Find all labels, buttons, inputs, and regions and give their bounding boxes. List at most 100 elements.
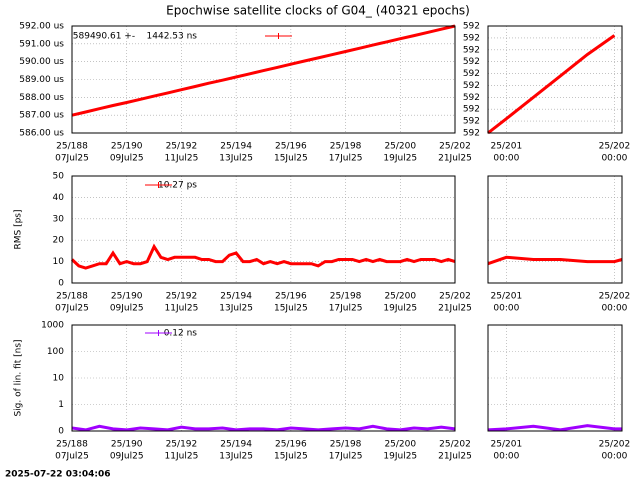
y-tick-label: 592 xyxy=(463,93,480,103)
x-tick-label: 25/198 xyxy=(330,292,362,302)
x-tick-label: 25/200 xyxy=(384,142,416,152)
data-line xyxy=(70,243,456,270)
y-tick-label: 592 xyxy=(463,57,480,67)
y-tick-label: 592 xyxy=(463,22,480,32)
x-tick-date: 09Jul25 xyxy=(110,304,144,314)
x-tick-date: 07Jul25 xyxy=(55,154,89,164)
plot-frame xyxy=(71,324,456,432)
x-tick-label: 25/190 xyxy=(111,440,143,450)
x-tick-label: 25/190 xyxy=(111,142,143,152)
x-tick-date: 00:00 xyxy=(601,154,627,164)
x-tick-label: 25/198 xyxy=(330,142,362,152)
x-tick-label: 25/194 xyxy=(220,440,252,450)
plot-frame xyxy=(487,175,623,284)
y-tick-label: 10 xyxy=(53,257,65,267)
x-tick-label: 25/194 xyxy=(220,292,252,302)
x-tick-date: 11Jul25 xyxy=(165,452,199,462)
legend-label: 589490.61 +- 1442.53 ns xyxy=(73,32,198,42)
legend-label: 10.27 ps xyxy=(158,181,197,191)
x-tick-date: 13Jul25 xyxy=(219,452,253,462)
x-tick-label: 25/198 xyxy=(330,440,362,450)
y-tick-label: 589.00 us xyxy=(19,75,64,85)
data-line xyxy=(487,424,622,432)
x-tick-date: 00:00 xyxy=(601,452,627,462)
x-tick-label: 25/202 xyxy=(599,142,631,152)
x-tick-date: 19Jul25 xyxy=(383,452,417,462)
timestamp: 2025-07-22 03:04:06 xyxy=(5,470,110,480)
x-tick-date: 19Jul25 xyxy=(383,304,417,314)
x-tick-date: 00:00 xyxy=(493,452,519,462)
x-tick-label: 25/192 xyxy=(166,142,198,152)
y-axis-label: Sig. of lin. fit [ns] xyxy=(14,339,24,416)
x-tick-date: 13Jul25 xyxy=(219,154,253,164)
x-tick-date: 00:00 xyxy=(493,304,519,314)
legend-label: 0.12 ns xyxy=(164,329,198,339)
x-tick-label: 25/202 xyxy=(439,440,471,450)
x-tick-date: 09Jul25 xyxy=(110,452,144,462)
y-tick-label: 50 xyxy=(53,172,65,182)
y-tick-label: 586.00 us xyxy=(19,129,64,139)
y-tick-label: 0 xyxy=(58,427,64,437)
x-tick-label: 25/202 xyxy=(439,142,471,152)
x-tick-label: 25/202 xyxy=(599,292,631,302)
x-tick-label: 25/188 xyxy=(56,142,88,152)
data-line xyxy=(487,255,623,266)
x-tick-date: 15Jul25 xyxy=(274,304,308,314)
y-tick-label: 592 xyxy=(463,33,480,43)
x-tick-label: 25/201 xyxy=(491,440,523,450)
x-tick-label: 25/196 xyxy=(275,142,307,152)
page-title: Epochwise satellite clocks of G04_ (4032… xyxy=(166,4,470,18)
y-tick-label: 592.00 us xyxy=(19,22,64,32)
x-tick-label: 25/200 xyxy=(384,292,416,302)
x-tick-date: 07Jul25 xyxy=(55,452,89,462)
x-tick-label: 25/188 xyxy=(56,292,88,302)
x-tick-date: 07Jul25 xyxy=(55,304,89,314)
y-tick-label: 588.00 us xyxy=(19,93,64,103)
y-tick-label: 587.00 us xyxy=(19,111,64,121)
x-tick-label: 25/196 xyxy=(275,292,307,302)
x-tick-date: 11Jul25 xyxy=(165,154,199,164)
plot-frame xyxy=(487,25,623,134)
x-tick-label: 25/188 xyxy=(56,440,88,450)
data-line xyxy=(487,34,616,135)
y-tick-label: 1000 xyxy=(41,321,64,331)
x-tick-date: 21Jul25 xyxy=(438,452,472,462)
x-tick-label: 25/201 xyxy=(491,292,523,302)
x-tick-date: 00:00 xyxy=(493,154,519,164)
x-tick-date: 09Jul25 xyxy=(110,154,144,164)
x-tick-date: 13Jul25 xyxy=(219,304,253,314)
x-tick-label: 25/200 xyxy=(384,440,416,450)
y-tick-label: 40 xyxy=(53,193,65,203)
x-tick-label: 25/192 xyxy=(166,292,198,302)
y-tick-label: 592 xyxy=(463,81,480,91)
x-tick-label: 25/192 xyxy=(166,440,198,450)
x-tick-date: 21Jul25 xyxy=(438,304,472,314)
x-tick-label: 25/196 xyxy=(275,440,307,450)
x-tick-date: 15Jul25 xyxy=(274,452,308,462)
y-tick-label: 592 xyxy=(463,117,480,127)
x-tick-date: 00:00 xyxy=(601,304,627,314)
x-tick-date: 21Jul25 xyxy=(438,154,472,164)
plot-frame xyxy=(71,175,456,284)
y-tick-label: 10 xyxy=(53,374,65,384)
x-tick-label: 25/194 xyxy=(220,142,252,152)
y-tick-label: 30 xyxy=(53,214,65,224)
x-tick-label: 25/201 xyxy=(491,142,523,152)
y-tick-label: 592 xyxy=(463,69,480,79)
y-tick-label: 591.00 us xyxy=(19,39,64,49)
x-tick-date: 19Jul25 xyxy=(383,154,417,164)
y-axis-label: RMS [ps] xyxy=(14,209,24,249)
y-tick-label: 1 xyxy=(58,400,64,410)
y-tick-label: 100 xyxy=(47,347,64,357)
x-tick-date: 17Jul25 xyxy=(329,452,363,462)
x-tick-date: 17Jul25 xyxy=(329,304,363,314)
x-tick-date: 17Jul25 xyxy=(329,154,363,164)
y-tick-label: 592 xyxy=(463,129,480,139)
x-tick-date: 15Jul25 xyxy=(274,154,308,164)
y-tick-label: 592 xyxy=(463,45,480,55)
x-tick-label: 25/202 xyxy=(599,440,631,450)
plot-frame xyxy=(487,324,623,432)
y-tick-label: 20 xyxy=(53,236,65,246)
y-tick-label: 590.00 us xyxy=(19,57,64,67)
